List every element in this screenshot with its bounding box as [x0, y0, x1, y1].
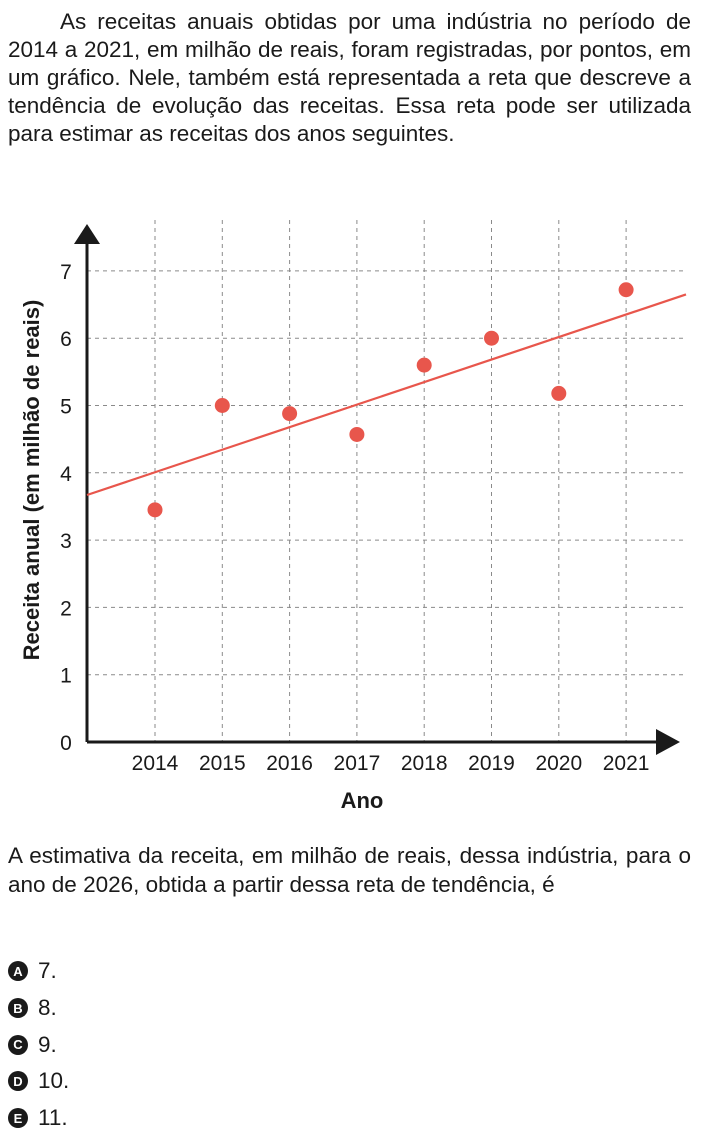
x-tick-label-2016: 2016: [266, 752, 313, 775]
x-tick-label-2018: 2018: [401, 752, 448, 775]
x-tick-label-2019: 2019: [468, 752, 515, 775]
x-axis-arrow: [656, 729, 680, 755]
option-a[interactable]: A 7.: [8, 953, 69, 990]
option-b-text: 8.: [38, 995, 57, 1021]
intro-text: As receitas anuais obtidas por uma indús…: [8, 9, 691, 146]
option-d[interactable]: D 10.: [8, 1063, 69, 1100]
option-b-letter: B: [8, 998, 28, 1019]
option-c-text: 9.: [38, 1031, 57, 1057]
x-axis-title: Ano: [341, 788, 384, 813]
y-tick-label-3: 3: [60, 530, 72, 553]
option-a-text: 7.: [38, 958, 57, 984]
trend-line: [86, 293, 687, 497]
option-e-letter: E: [8, 1108, 28, 1129]
data-point-2021: [618, 282, 634, 298]
y-tick-label-5: 5: [60, 396, 72, 419]
option-c[interactable]: C 9.: [8, 1026, 69, 1063]
option-b[interactable]: B 8.: [8, 990, 69, 1027]
revenue-scatter-chart: 0 1 2 3 4 5 6 7 2014 2015 2016 2017 2018 2019 2020 2021…: [19, 220, 687, 813]
data-point-2018: [416, 357, 432, 373]
data-point-2016: [282, 406, 298, 422]
option-c-letter: C: [8, 1034, 28, 1055]
y-tick-label-7: 7: [60, 261, 72, 284]
option-e-text: 11.: [38, 1105, 68, 1131]
x-tick-label-2017: 2017: [334, 752, 381, 775]
y-tick-label-1: 1: [60, 665, 72, 688]
y-tick-label-2: 2: [60, 597, 72, 620]
data-point-2014: [147, 502, 163, 518]
x-tick-label-2014: 2014: [132, 752, 179, 775]
option-a-letter: A: [8, 961, 28, 982]
y-tick-label-0: 0: [60, 732, 72, 755]
data-point-2020: [551, 385, 567, 401]
data-point-2019: [484, 330, 499, 346]
option-d-text: 10.: [38, 1068, 70, 1094]
question-text: A estimativa da receita, em milhão de re…: [8, 843, 691, 897]
y-axis-arrow: [74, 224, 100, 244]
y-tick-label-6: 6: [60, 328, 72, 351]
x-tick-label-2020: 2020: [535, 752, 582, 775]
option-d-letter: D: [8, 1071, 28, 1092]
data-point-2015: [214, 398, 230, 413]
y-axis-title: Receita anual (em milhão de reais): [19, 300, 44, 661]
y-tick-label-4: 4: [60, 463, 72, 486]
option-e[interactable]: E 11.: [8, 1100, 69, 1137]
data-point-2017: [349, 426, 365, 442]
x-tick-label-2015: 2015: [199, 752, 246, 775]
x-tick-label-2021: 2021: [603, 752, 650, 775]
answer-options: A 7. B 8. C 9. D 10. E 11.: [8, 953, 69, 1136]
